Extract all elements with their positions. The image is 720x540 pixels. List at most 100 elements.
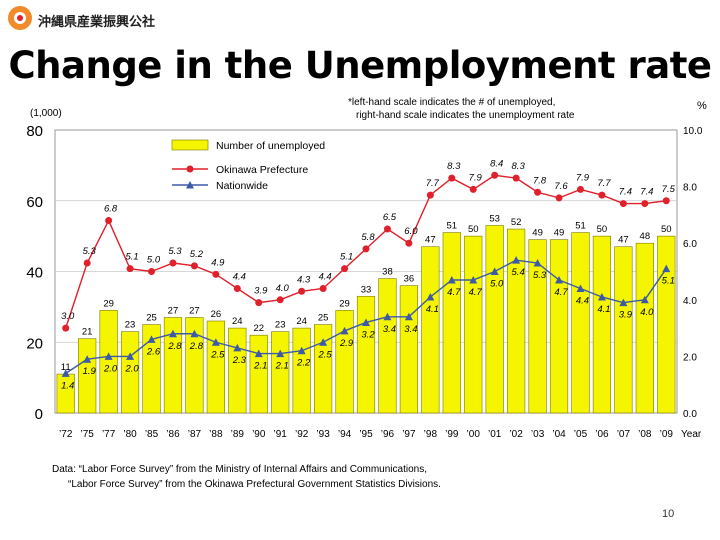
right-axis-unit: % xyxy=(697,100,707,112)
bar-value-label: 47 xyxy=(425,235,436,246)
bar-value-label: 49 xyxy=(554,228,565,239)
okinawa-point xyxy=(383,225,391,233)
right-axis-tick-label: 2.0 xyxy=(683,352,697,363)
okinawa-value-label: 5.2 xyxy=(190,249,204,260)
okinawa-value-label: 7.7 xyxy=(426,178,440,189)
left-axis-unit: (1,000) xyxy=(30,108,62,119)
okinawa-point xyxy=(469,185,477,193)
okinawa-value-label: 7.6 xyxy=(554,181,568,192)
bar-value-label: 53 xyxy=(489,214,500,225)
bar xyxy=(571,232,590,414)
nationwide-value-label: 3.4 xyxy=(404,324,417,335)
bar-value-label: 36 xyxy=(404,274,415,285)
okinawa-point xyxy=(576,185,584,193)
okinawa-point xyxy=(83,259,91,267)
right-axis-tick-label: 8.0 xyxy=(683,183,697,194)
x-axis-tick-label: ’02 xyxy=(509,429,523,440)
nationwide-value-label: 2.3 xyxy=(232,355,247,366)
nationwide-value-label: 4.7 xyxy=(447,287,461,298)
okinawa-point xyxy=(512,174,520,182)
nationwide-value-label: 2.0 xyxy=(103,363,118,374)
nationwide-point xyxy=(147,335,156,343)
bar-value-label: 48 xyxy=(640,231,651,242)
nationwide-value-label: 4.4 xyxy=(576,295,589,306)
bar-value-label: 24 xyxy=(296,316,307,327)
data-source: Data: “Labor Force Survey” from the Mini… xyxy=(52,462,441,492)
x-axis-tick-label: ’91 xyxy=(274,429,288,440)
nationwide-value-label: 4.1 xyxy=(597,304,610,315)
legend-bar-swatch xyxy=(171,139,209,151)
bar xyxy=(421,246,440,414)
okinawa-point xyxy=(298,287,306,295)
nationwide-value-label: 2.1 xyxy=(275,361,289,372)
okinawa-value-label: 4.4 xyxy=(318,271,331,282)
legend-okinawa-marker xyxy=(186,165,194,173)
x-axis-tick-label: ’03 xyxy=(531,429,545,440)
bar-value-label: 29 xyxy=(339,298,350,309)
nationwide-value-label: 2.6 xyxy=(146,346,161,357)
nationwide-point xyxy=(319,338,328,346)
nationwide-value-label: 5.0 xyxy=(490,279,504,290)
nationwide-value-label: 3.4 xyxy=(383,324,396,335)
bar-value-label: 49 xyxy=(532,228,543,239)
nationwide-point xyxy=(555,275,564,284)
nationwide-value-label: 1.4 xyxy=(61,380,74,391)
nationwide-point xyxy=(61,369,70,377)
x-axis-tick-label: ’99 xyxy=(445,429,459,440)
bar xyxy=(399,285,418,414)
page-number: 10 xyxy=(662,508,675,520)
nationwide-value-label: 5.1 xyxy=(662,276,675,287)
bar-value-label: 33 xyxy=(361,284,372,295)
x-axis-tick-label: ’88 xyxy=(209,429,223,440)
okinawa-value-label: 5.3 xyxy=(83,246,97,257)
x-axis-tick-label: ’93 xyxy=(316,429,330,440)
x-axis-tick-label: ’90 xyxy=(252,429,266,440)
okinawa-point xyxy=(362,245,370,253)
okinawa-value-label: 5.0 xyxy=(147,255,161,266)
okinawa-value-label: 5.8 xyxy=(361,232,375,243)
bar xyxy=(485,225,504,414)
okinawa-point xyxy=(555,194,563,202)
bar-value-label: 50 xyxy=(597,224,608,235)
okinawa-point xyxy=(426,191,434,199)
nationwide-point xyxy=(233,343,242,352)
okinawa-point xyxy=(341,265,349,273)
okinawa-value-label: 7.8 xyxy=(533,175,547,186)
bar xyxy=(142,324,161,414)
okinawa-value-label: 5.1 xyxy=(125,252,138,263)
nationwide-value-label: 4.7 xyxy=(554,287,568,298)
bar-value-label: 22 xyxy=(253,323,264,334)
x-axis-tick-label: ’08 xyxy=(638,429,652,440)
okinawa-value-label: 3.9 xyxy=(254,286,268,297)
okinawa-value-label: 4.4 xyxy=(233,271,246,282)
bar xyxy=(78,338,97,414)
okinawa-value-label: 7.5 xyxy=(662,184,676,195)
org-logo-icon xyxy=(8,6,32,30)
bar xyxy=(120,331,140,414)
nationwide-point xyxy=(104,352,113,360)
okinawa-value-label: 7.9 xyxy=(576,172,590,183)
nationwide-point xyxy=(83,355,92,363)
nationwide-point xyxy=(469,275,478,284)
okinawa-value-label: 6.8 xyxy=(104,204,118,215)
x-axis-tick-label: ’80 xyxy=(123,429,137,440)
x-axis-tick-label: ’94 xyxy=(338,429,352,440)
okinawa-point xyxy=(190,262,198,270)
bar xyxy=(314,324,333,414)
okinawa-value-label: 5.1 xyxy=(340,252,353,263)
bar xyxy=(507,228,526,414)
nationwide-point xyxy=(362,318,370,326)
x-axis-tick-label: ’77 xyxy=(102,429,116,440)
bar xyxy=(335,310,354,414)
nationwide-point xyxy=(576,284,585,292)
x-axis-tick-label: ’87 xyxy=(188,429,202,440)
okinawa-value-label: 6.0 xyxy=(404,226,418,237)
okinawa-point xyxy=(319,284,327,292)
okinawa-point xyxy=(598,191,606,199)
right-axis-tick-label: 6.0 xyxy=(683,239,697,250)
bar xyxy=(614,246,633,414)
x-axis-tick-label: ’72 xyxy=(59,429,73,440)
bar xyxy=(464,235,483,414)
bar xyxy=(378,278,397,414)
